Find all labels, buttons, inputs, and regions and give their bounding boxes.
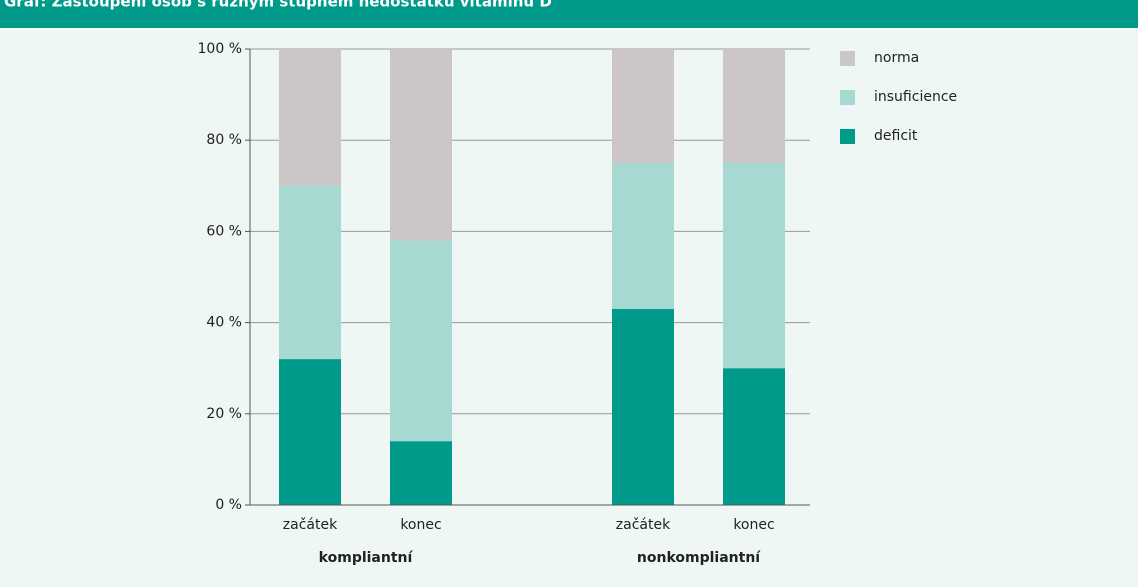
y-tick-label: 20 % [206,406,242,422]
y-tick-label: 80 % [206,132,242,148]
legend-swatch [840,51,855,66]
bar-segment [390,441,452,505]
group-label: nonkompliantní [637,550,761,566]
y-tick-label: 40 % [206,315,242,331]
y-tick-label: 60 % [206,223,242,239]
bar-segment [723,163,785,369]
chart-title: Graf: Zastoupení osob s různým stupněm n… [4,0,552,11]
x-tick-label: začátek [283,517,338,533]
x-tick-label: začátek [616,517,671,533]
bar-segment [723,368,785,505]
bar-segment [279,359,341,505]
bar-segment [612,49,674,163]
bar-segment [612,308,674,505]
legend-label: norma [874,50,919,66]
bar-segment [612,163,674,309]
bar-segment [390,240,452,442]
bar-segment [279,185,341,360]
legend-label: deficit [874,128,918,144]
y-tick-label: 100 % [198,41,242,57]
header-bar [0,0,1138,28]
y-tick-label: 0 % [215,497,242,513]
legend-swatch [840,90,855,105]
group-label: kompliantní [319,550,414,566]
x-tick-label: konec [400,517,441,533]
bar-segment [390,49,452,241]
legend-swatch [840,129,855,144]
legend-label: insuficience [874,89,957,105]
bar-segment [723,49,785,163]
bar-segment [279,49,341,186]
x-tick-label: konec [733,517,774,533]
